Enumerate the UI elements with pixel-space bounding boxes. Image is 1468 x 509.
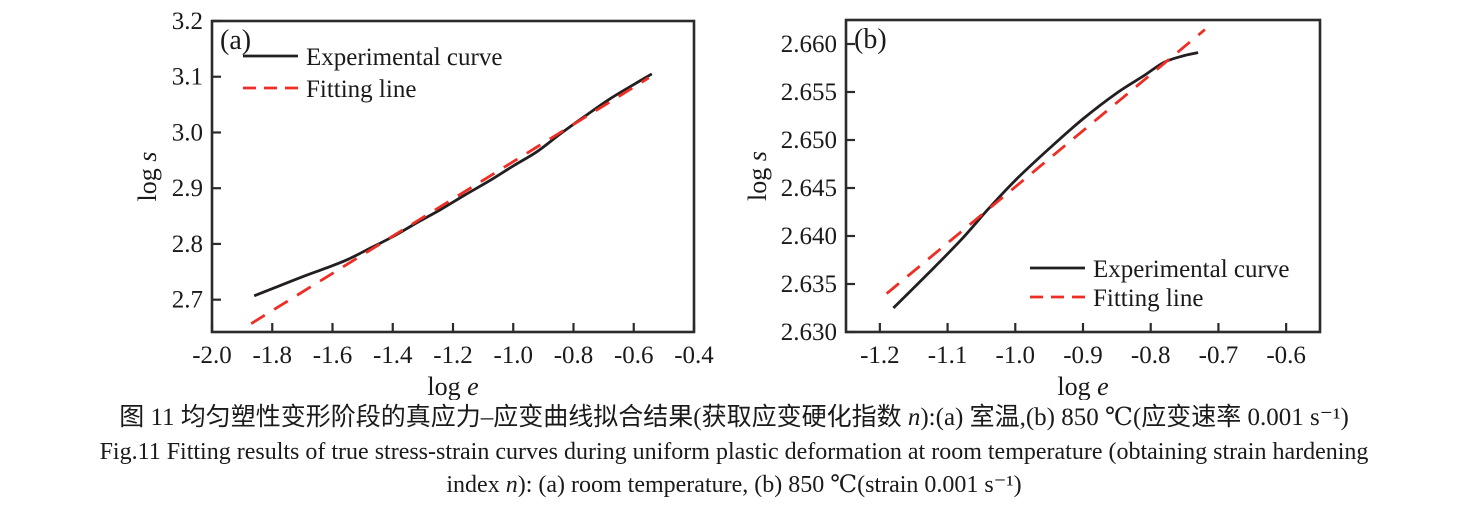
x-tick-label: -2.0: [192, 342, 232, 369]
x-tick-label: -1.2: [433, 342, 473, 369]
caption-line-english-2: index n): (a) room temperature, (b) 850 …: [446, 472, 1022, 498]
fitting-line: [250, 76, 650, 325]
x-tick-label: -1.6: [313, 342, 353, 369]
x-axis: -2.0 -1.8 -1.6 -1.4 -1.2 -1.0 -0.8 -0.6 -0.4: [192, 323, 714, 369]
y-tick-label: 3.0: [172, 119, 203, 146]
x-axis: -1.2 -1.1 -1.0 -0.9 -0.8 -0.7 -0.6: [860, 323, 1306, 369]
chart-panel-b: -1.2 -1.1 -1.0 -0.9 -0.8 -0.7 -0.62.6302.6352.…: [743, 18, 1322, 400]
legend-label: Fitting line: [1093, 285, 1203, 312]
y-tick-label: 2.645: [781, 175, 837, 202]
x-tick-label: -0.9: [1063, 342, 1103, 369]
charts-canvas: -2.0 -1.8 -1.6 -1.4 -1.2 -1.0 -0.8 -0.6 -0.42.72…: [133, 8, 1322, 400]
x-tick-label: -0.8: [1131, 342, 1171, 369]
y-tick-label: 2.9: [172, 175, 203, 202]
y-axis-label: log s: [133, 152, 162, 202]
y-tick-label: 2.640: [781, 223, 837, 250]
caption-line-english-1: Fig.11 Fitting results of true stress-st…: [99, 439, 1369, 465]
x-tick-label: -1.8: [252, 342, 292, 369]
x-tick-label: -1.1: [928, 342, 968, 369]
y-axis: 2.7 2.8 2.9 3.0 3.1 3.2: [172, 8, 221, 314]
y-tick-label: 2.635: [781, 271, 837, 298]
experimental-curve-line: [253, 72, 653, 298]
y-tick-label: 2.660: [781, 31, 837, 58]
y-tick-label: 2.630: [781, 319, 837, 346]
y-tick-label: 2.7: [172, 287, 203, 314]
caption-line-chinese: 图 11 均匀塑性变形阶段的真应力–应变曲线拟合结果(获取应变硬化指数 n):(…: [119, 404, 1349, 431]
y-tick-label: 2.655: [781, 79, 837, 106]
legend-label: Experimental curve: [306, 44, 502, 71]
y-axis-label: log s: [743, 151, 772, 201]
panel-label: (b): [854, 24, 887, 55]
x-tick-label: -1.0: [995, 342, 1035, 369]
x-tick-label: -0.6: [614, 342, 654, 369]
x-tick-label: -1.0: [493, 342, 533, 369]
x-axis-label: log e: [1057, 372, 1108, 400]
y-tick-label: 3.1: [172, 64, 203, 91]
panel-label: (a): [220, 25, 251, 56]
y-tick-label: 2.8: [172, 231, 203, 258]
x-tick-label: -0.6: [1266, 342, 1306, 369]
x-tick-label: -0.4: [674, 342, 714, 369]
x-tick-label: -1.4: [373, 342, 413, 369]
x-tick-label: -1.2: [860, 342, 900, 369]
figure-caption: 图 11 均匀塑性变形阶段的真应力–应变曲线拟合结果(获取应变硬化指数 n):(…: [0, 399, 1468, 502]
x-tick-label: -0.8: [554, 342, 594, 369]
chart-panel-a: -2.0 -1.8 -1.6 -1.4 -1.2 -1.0 -0.8 -0.6 -0.42.72…: [133, 8, 714, 400]
legend-label: Experimental curve: [1093, 256, 1289, 283]
legend-label: Fitting line: [306, 76, 416, 103]
y-tick-label: 3.2: [172, 8, 203, 35]
x-axis-label: log e: [427, 372, 478, 400]
y-axis: 2.630 2.635 2.640 2.645 2.650 2.655 2.660: [781, 31, 855, 346]
legend: Experimental curve Fitting line: [243, 44, 502, 103]
x-tick-label: -0.7: [1199, 342, 1239, 369]
y-tick-label: 2.650: [781, 127, 837, 154]
fitting-line: [885, 28, 1206, 295]
